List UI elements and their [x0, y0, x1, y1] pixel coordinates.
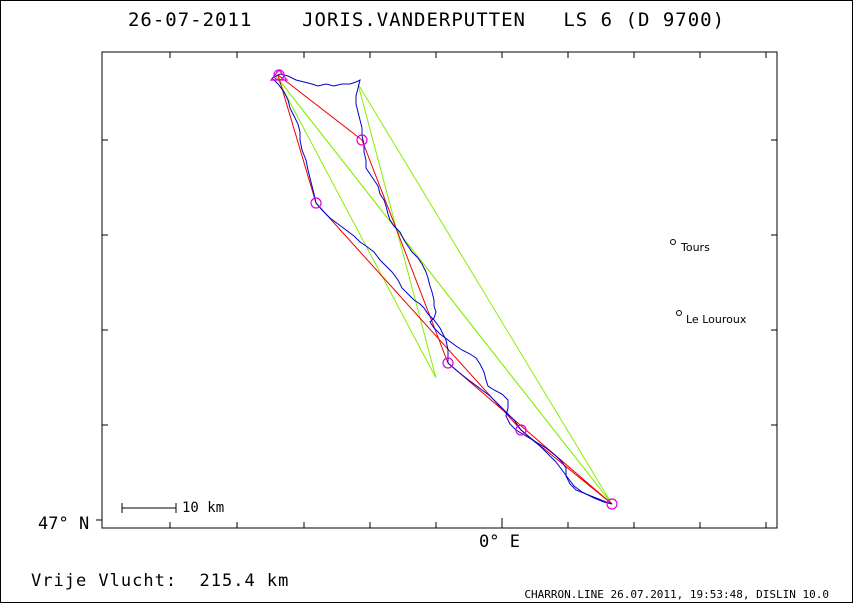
turnpoint-1	[356, 134, 368, 146]
city-markers	[670, 239, 682, 316]
turnpoint-2	[310, 197, 322, 209]
triangle-legs	[275, 75, 613, 505]
latitude-label: 47° N	[38, 514, 90, 534]
triangle-leg-2	[275, 75, 613, 505]
start-marker	[269, 69, 289, 81]
chart-title: 26-07-2011 JORIS.VANDERPUTTEN LS 6 (D 97…	[127, 9, 726, 31]
city-dot-tours	[670, 239, 676, 245]
city-label-tours: Tours	[681, 241, 710, 254]
footer-info: CHARRON.LINE 26.07.2011, 19:53:48, DISLI…	[524, 588, 829, 601]
city-dot-leloroux	[676, 310, 682, 316]
scale-bar	[121, 503, 177, 513]
free-flight-distance: Vrije Vlucht: 215.4 km	[31, 571, 290, 591]
turnpoint-3	[442, 357, 454, 369]
scale-bar-label: 10 km	[182, 500, 225, 516]
turnpoint-5	[606, 498, 618, 510]
track-line-west	[271, 77, 613, 505]
longitude-label: 0° E	[479, 532, 520, 552]
axis-ticks	[96, 52, 777, 528]
turnpoints	[269, 69, 618, 510]
turnpoint-4	[515, 424, 527, 436]
city-label-leloroux: Le Louroux	[686, 313, 747, 326]
plot-area	[101, 51, 778, 529]
